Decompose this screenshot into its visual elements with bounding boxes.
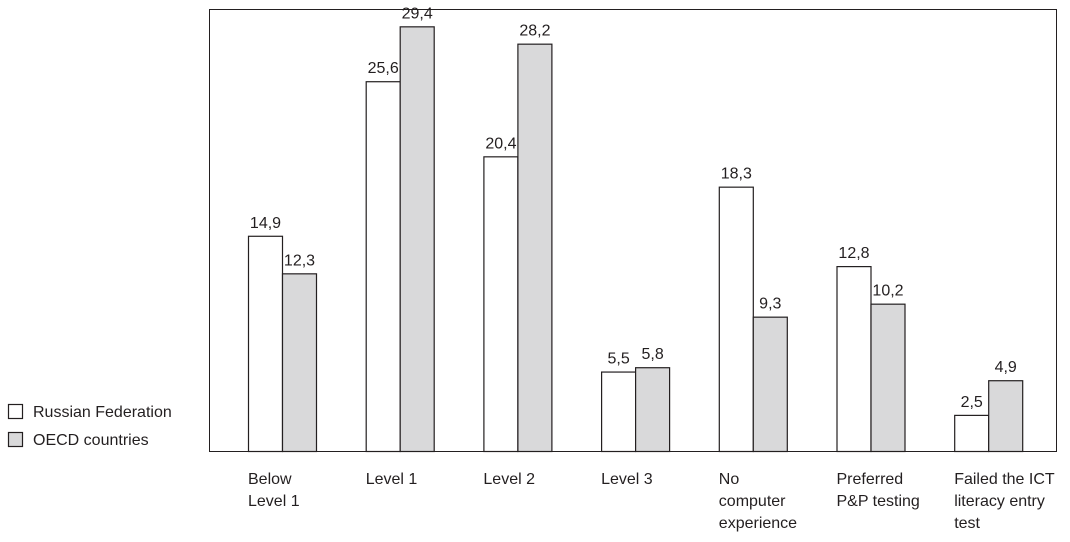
data-label: 9,3 [759, 296, 781, 313]
bar-series-1-cat-0 [281, 273, 318, 453]
data-label: 28,2 [519, 23, 550, 40]
x-tick-label: Failed the ICT literacy entry test [954, 471, 1055, 532]
x-tick-label: No computer experience [719, 471, 797, 532]
data-label: 18,3 [721, 166, 752, 183]
bar-series-0-cat-3 [600, 371, 637, 453]
data-label: 14,9 [250, 215, 281, 232]
data-label: 12,3 [284, 252, 315, 269]
bar-series-0-cat-2 [483, 156, 519, 453]
bar-series-1-cat-3 [634, 367, 671, 453]
bar-series-0-cat-6 [954, 414, 990, 453]
data-label: 4,9 [995, 359, 1017, 376]
data-label: 29,4 [402, 5, 433, 22]
x-tick-label: Level 3 [601, 471, 653, 488]
bar-series-0-cat-4 [718, 186, 754, 453]
data-label: 10,2 [872, 283, 903, 300]
data-labels-layer: 14,9 12,3 25,6 29,4 20,4 28,2 5,5 5,8 18,3 9,3 12,… [250, 5, 1017, 411]
bar-series-1-cat-5 [870, 303, 906, 453]
data-label: 20,4 [485, 135, 516, 152]
x-tick-label: Below Level 1 [248, 471, 300, 510]
legend: Russian Federation OECD countries [7, 403, 172, 449]
bars-layer [247, 26, 1024, 453]
bar-series-0-cat-1 [365, 81, 401, 453]
data-label: 25,6 [368, 60, 399, 77]
legend-swatch [7, 431, 24, 448]
bar-series-1-cat-6 [988, 380, 1024, 453]
x-tick-label: Level 1 [366, 471, 418, 488]
bar-series-1-cat-1 [399, 26, 435, 453]
bar-series-1-cat-2 [517, 43, 553, 453]
data-label: 5,5 [607, 351, 629, 368]
legend-swatch [7, 403, 24, 420]
x-axis-labels: Below Level 1 Level 1 Level 2 Level 3 No compu… [248, 471, 1055, 532]
legend-label: OECD countries [33, 432, 149, 449]
bar-series-1-cat-4 [752, 316, 788, 453]
bar-series-0-cat-0 [247, 235, 284, 453]
x-tick-label: Preferred P&P testing [837, 471, 920, 510]
bar-series-0-cat-5 [836, 266, 872, 453]
data-label: 12,8 [838, 245, 869, 262]
data-label: 5,8 [641, 346, 663, 363]
legend-label: Russian Federation [33, 404, 172, 421]
data-label: 2,5 [961, 394, 983, 411]
x-tick-label: Level 2 [483, 471, 535, 488]
